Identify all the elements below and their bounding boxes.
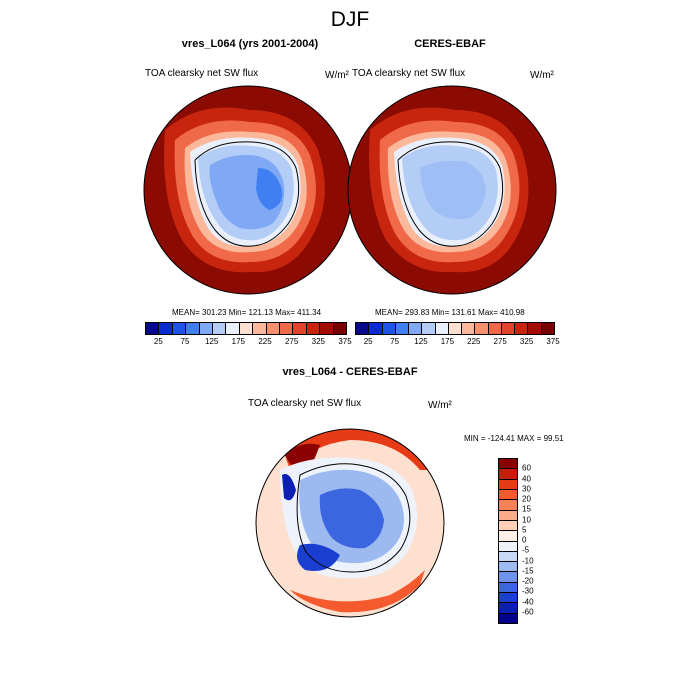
- colorbar-swatch: [499, 479, 517, 490]
- colorbar-swatch: [266, 323, 281, 334]
- colorbar-tick-label: 15: [522, 504, 531, 514]
- colorbar-swatch: [382, 323, 396, 334]
- colorbar-tick-label: 10: [522, 515, 531, 524]
- colorbar-swatch: [213, 323, 227, 334]
- colorbar-swatch: [499, 603, 517, 614]
- colorbar-tick-label: 25: [363, 337, 373, 346]
- stats-label-model: MEAN= 301.23 Min= 121.13 Max= 411.34: [172, 308, 322, 317]
- colorbar-tick-label: 40: [522, 474, 531, 483]
- colorbar-swatch: [499, 520, 517, 532]
- colorbar-tick-label: 275: [284, 337, 299, 346]
- colorbar-diff: [498, 458, 518, 624]
- stats-label-obs: MEAN= 293.83 Min= 131.61 Max= 410.98: [375, 308, 525, 317]
- colorbar-tick-label: 5: [522, 525, 527, 535]
- colorbar-swatch: [172, 323, 187, 334]
- map-diff: [256, 429, 444, 617]
- colorbar-tick-label: 225: [258, 337, 272, 346]
- colorbar-tick-label: 125: [414, 337, 428, 346]
- colorbar-tick-label: 275: [493, 337, 507, 346]
- colorbar-swatch: [499, 572, 517, 583]
- units-label-diff: W/m²: [428, 400, 452, 411]
- colorbar-swatch: [186, 323, 200, 334]
- colorbar-swatch: [199, 323, 214, 334]
- colorbar-swatch: [369, 323, 383, 334]
- colorbar-swatch: [409, 323, 423, 334]
- colorbar-swatch: [226, 323, 240, 334]
- colorbar-swatch: [333, 323, 347, 334]
- colorbar-swatch: [499, 489, 517, 501]
- panel-title-obs: CERES-EBAF: [414, 38, 486, 50]
- colorbar-tick-label: 25: [153, 337, 163, 346]
- colorbar-swatch: [501, 323, 516, 334]
- colorbar-model: [145, 322, 347, 335]
- units-label-obs: W/m²: [530, 70, 554, 81]
- stats-label-diff: MIN = -124.41 MAX = 99.51: [464, 434, 564, 443]
- colorbar-swatch: [159, 323, 173, 334]
- colorbar-swatch: [499, 562, 517, 573]
- colorbar-swatch: [395, 323, 410, 334]
- colorbar-swatch: [462, 323, 476, 334]
- colorbar-swatch: [146, 323, 160, 334]
- colorbar-swatch: [488, 323, 502, 334]
- panel-title-diff: vres_L064 - CERES-EBAF: [282, 366, 418, 378]
- figure-title: DJF: [330, 8, 370, 31]
- colorbar-swatch: [499, 613, 517, 623]
- field-label-obs: TOA clearsky net SW flux: [352, 68, 466, 79]
- colorbar-tick-label: -20: [522, 576, 534, 586]
- colorbar-tick-label: 60: [522, 463, 531, 473]
- colorbar-tick-label: -15: [522, 566, 534, 576]
- colorbar-tick-label: -30: [522, 586, 534, 596]
- colorbar-swatch: [435, 323, 449, 334]
- units-label-model: W/m²: [325, 70, 349, 81]
- colorbar-model-ticks: 25 75 125 175 225 275 325 375: [145, 337, 352, 349]
- colorbar-swatch: [499, 469, 517, 480]
- colorbar-swatch: [448, 323, 463, 334]
- colorbar-swatch: [499, 551, 517, 563]
- colorbar-swatch: [293, 323, 307, 334]
- colorbar-swatch: [280, 323, 294, 334]
- colorbar-obs: [355, 322, 555, 335]
- colorbar-swatch: [499, 541, 517, 552]
- colorbar-swatch: [528, 323, 542, 334]
- colorbar-swatch: [253, 323, 267, 334]
- colorbar-swatch: [356, 323, 370, 334]
- colorbar-swatch: [422, 323, 436, 334]
- colorbar-tick-label: 20: [522, 494, 531, 504]
- colorbar-swatch: [499, 531, 517, 542]
- colorbar-swatch: [306, 323, 321, 334]
- colorbar-tick-label: 175: [440, 337, 455, 346]
- colorbar-swatch: [499, 500, 517, 511]
- colorbar-tick-label: 375: [338, 337, 352, 346]
- colorbar-tick-label: 0: [522, 535, 527, 545]
- field-label-diff: TOA clearsky net SW flux: [248, 398, 362, 409]
- colorbar-swatch: [499, 459, 517, 470]
- colorbar-tick-label: 125: [204, 337, 219, 346]
- map-obs: [348, 86, 556, 294]
- colorbar-tick-label: 325: [311, 337, 326, 346]
- colorbar-tick-label: -40: [522, 597, 534, 606]
- map-model: [144, 86, 352, 294]
- colorbar-swatch: [475, 323, 489, 334]
- colorbar-tick-label: -5: [522, 545, 530, 555]
- colorbar-swatch: [239, 323, 254, 334]
- field-label-model: TOA clearsky net SW flux: [145, 68, 259, 79]
- panel-title-model: vres_L064 (yrs 2001-2004): [181, 38, 319, 50]
- colorbar-tick-label: 325: [519, 337, 534, 346]
- colorbar-tick-label: 30: [522, 484, 531, 494]
- colorbar-swatch: [499, 510, 517, 521]
- colorbar-tick-label: 75: [180, 337, 190, 346]
- colorbar-tick-label: -10: [522, 556, 534, 565]
- colorbar-swatch: [320, 323, 334, 334]
- colorbar-swatch: [499, 593, 517, 604]
- colorbar-swatch: [499, 582, 517, 594]
- colorbar-tick-label: 175: [231, 337, 246, 346]
- colorbar-tick-label: 225: [467, 337, 481, 346]
- colorbar-obs-ticks: 25 75 125 175 225 275 325 375: [355, 337, 560, 349]
- colorbar-swatch: [541, 323, 554, 334]
- colorbar-tick-label: 75: [390, 337, 400, 346]
- colorbar-swatch: [515, 323, 529, 334]
- colorbar-tick-label: -60: [522, 607, 534, 617]
- colorbar-tick-label: 375: [546, 337, 560, 346]
